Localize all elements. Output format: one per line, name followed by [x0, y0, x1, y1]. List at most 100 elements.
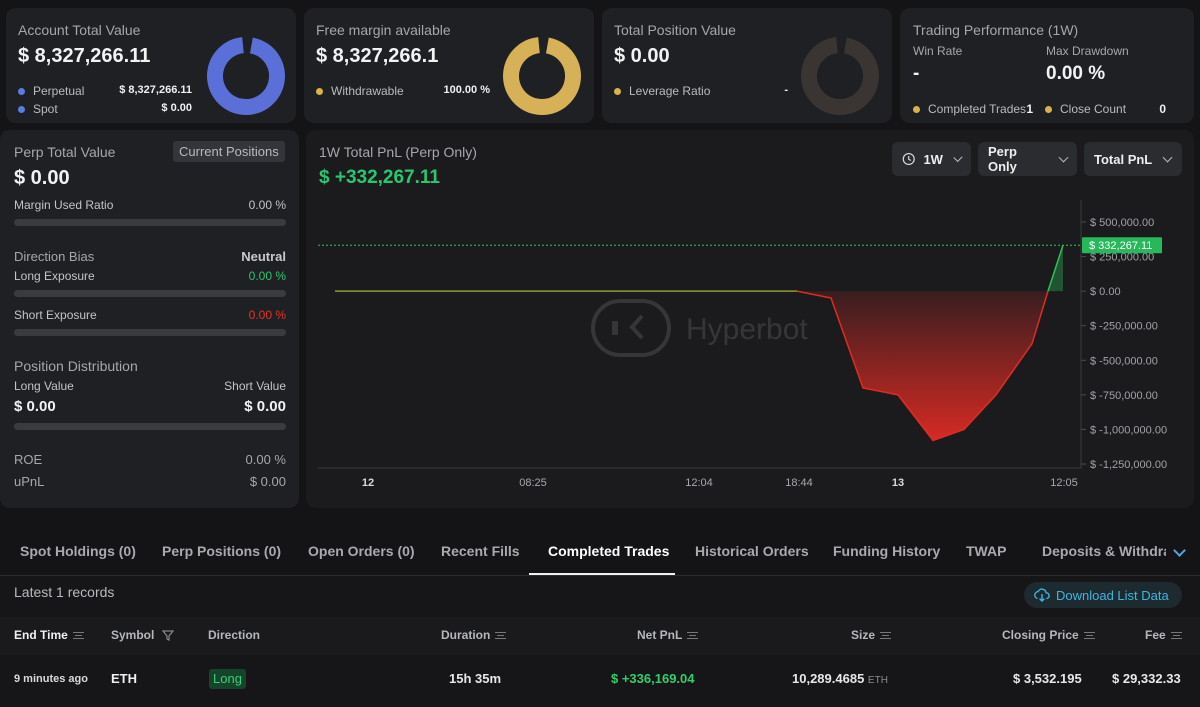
tab-recent-fills[interactable]: Recent Fills [441, 543, 520, 559]
perpetual-label: Perpetual [18, 84, 84, 98]
row-size-value: 10,289.4685 [792, 671, 865, 686]
short-exposure-value: 0.00 % [248, 308, 286, 322]
row-closing-price: $ 3,532.195 [1013, 671, 1082, 686]
perpetual-row: Perpetual $ 8,327,266.11 [18, 84, 192, 98]
more-tabs-chevron-icon[interactable] [1166, 537, 1196, 567]
perp-total-value-label: Perp Total Value [14, 144, 116, 160]
range-dropdown[interactable]: 1W [892, 142, 971, 176]
total-position-title: Total Position Value [614, 22, 736, 38]
leverage-ratio-row: Leverage Ratio - [614, 84, 788, 98]
row-size: 10,289.4685 ETH [792, 671, 888, 686]
free-margin-value: $ 8,327,266.1 [316, 45, 439, 67]
max-drawdown-value: 0.00 % [1046, 63, 1106, 84]
y-tick-label: $ 250,000.00 [1090, 252, 1154, 264]
row-size-unit: ETH [867, 675, 888, 686]
roe-label: ROE [14, 452, 43, 467]
close-count-value: 0 [1159, 102, 1166, 116]
spot-value: $ 0.00 [161, 102, 192, 114]
col-fee[interactable]: Fee [1145, 628, 1182, 642]
sort-icon[interactable] [687, 632, 699, 640]
tab-perp-positions-0[interactable]: Perp Positions (0) [162, 543, 282, 559]
tab-deposits-withdrav[interactable]: Deposits & Withdrav [1042, 543, 1179, 559]
max-drawdown-label: Max Drawdown [1046, 44, 1129, 58]
win-rate-value: - [913, 63, 920, 84]
sort-icon[interactable] [880, 632, 892, 640]
tab-funding-history[interactable]: Funding History [833, 543, 941, 559]
table-header-row [0, 617, 1200, 655]
y-tick-label: $ 500,000.00 [1090, 217, 1154, 229]
tab-completed-trades[interactable]: Completed Trades [548, 543, 670, 559]
pnl-total-value: $ +332,267.11 [319, 167, 440, 188]
free-margin-card: Free margin available $ 8,327,266.1 With… [304, 8, 594, 123]
perp-total-value: $ 0.00 [14, 167, 70, 189]
short-value-label: Short Value [224, 379, 286, 393]
spot-label: Spot [18, 102, 58, 116]
x-tick-label: 08:25 [519, 477, 547, 489]
sort-icon[interactable] [72, 632, 84, 640]
row-symbol[interactable]: ETH [111, 671, 137, 686]
tab-active-underline [529, 573, 675, 575]
pnl-chart-title: 1W Total PnL (Perp Only) [319, 144, 477, 160]
col-end-time[interactable]: End Time [14, 628, 84, 642]
long-value-label: Long Value [14, 379, 74, 393]
long-exposure-bar [14, 290, 286, 297]
withdrawable-value: 100.00 % [443, 84, 490, 96]
row-net-pnl: $ +336,169.04 [611, 671, 695, 686]
trading-performance-card: Trading Performance (1W) Win Rate - Max … [900, 8, 1194, 123]
sort-icon[interactable] [1083, 632, 1095, 640]
y-tick-label: $ -250,000.00 [1090, 321, 1158, 333]
roe-value: 0.00 % [245, 452, 286, 467]
chevron-down-icon [1162, 152, 1173, 162]
withdrawable-row: Withdrawable 100.00 % [316, 84, 490, 98]
long-exposure-label: Long Exposure [14, 269, 95, 283]
account-donut-chart [207, 37, 285, 115]
pnl-line-negative [796, 290, 1049, 442]
scope-dropdown[interactable]: Perp Only [978, 142, 1077, 176]
metric-dropdown[interactable]: Total PnL [1084, 142, 1182, 176]
y-tick-label: $ -1,250,000.00 [1090, 459, 1167, 471]
tab-historical-orders[interactable]: Historical Orders [695, 543, 809, 559]
download-list-button[interactable]: Download List Data [1024, 582, 1182, 608]
download-list-label: Download List Data [1056, 587, 1169, 603]
sort-icon[interactable] [1170, 632, 1182, 640]
y-tick-label: $ -750,000.00 [1090, 390, 1158, 402]
x-tick-label: 12:04 [685, 477, 713, 489]
perp-panel: Perp Total Value Current Positions $ 0.0… [0, 130, 299, 508]
margin-used-bar [14, 219, 286, 226]
position-distribution-label: Position Distribution [14, 358, 138, 374]
close-count-label: Close Count [1045, 102, 1126, 116]
current-positions-button[interactable]: Current Positions [173, 141, 285, 162]
tab-open-orders-0[interactable]: Open Orders (0) [308, 543, 415, 559]
pnl-chart-panel: 1W Total PnL (Perp Only) $ +332,267.11 [306, 130, 1194, 508]
filter-icon[interactable] [161, 630, 174, 642]
free-margin-title: Free margin available [316, 22, 451, 38]
col-net-pnl[interactable]: Net PnL [637, 628, 699, 642]
metric-dropdown-label: Total PnL [1094, 151, 1153, 167]
col-size[interactable]: Size [851, 628, 892, 642]
row-fee: $ 29,332.33 [1112, 671, 1181, 686]
account-total-title: Account Total Value [18, 22, 141, 38]
sort-icon[interactable] [495, 632, 507, 640]
total-position-value: $ 0.00 [614, 45, 670, 67]
completed-trades-row: Completed Trades 1 [913, 102, 1033, 116]
hyperbot-watermark-logo: Hyperbot [591, 299, 808, 357]
account-total-value: $ 8,327,266.11 [18, 45, 151, 67]
col-symbol[interactable]: Symbol [111, 628, 174, 642]
short-value: $ 0.00 [244, 398, 286, 415]
col-closing-price[interactable]: Closing Price [1002, 628, 1095, 642]
position-distribution-bar [14, 423, 286, 430]
short-exposure-label: Short Exposure [14, 308, 97, 322]
tab-spot-holdings-0[interactable]: Spot Holdings (0) [20, 543, 136, 559]
trading-performance-title: Trading Performance (1W) [913, 22, 1079, 38]
upnl-value: $ 0.00 [249, 474, 286, 489]
x-tick-label: 18:44 [785, 477, 813, 489]
tab-twap[interactable]: TWAP [966, 543, 1007, 559]
account-total-card: Account Total Value $ 8,327,266.11 Perpe… [6, 8, 296, 123]
current-value-tag-label: $ 332,267.11 [1089, 240, 1152, 252]
leverage-ratio-label: Leverage Ratio [614, 84, 710, 98]
current-value-tag [1082, 237, 1162, 254]
clock-icon [902, 152, 915, 166]
short-exposure-bar [14, 329, 286, 336]
win-rate-label: Win Rate [913, 44, 963, 58]
col-duration[interactable]: Duration [441, 628, 507, 642]
